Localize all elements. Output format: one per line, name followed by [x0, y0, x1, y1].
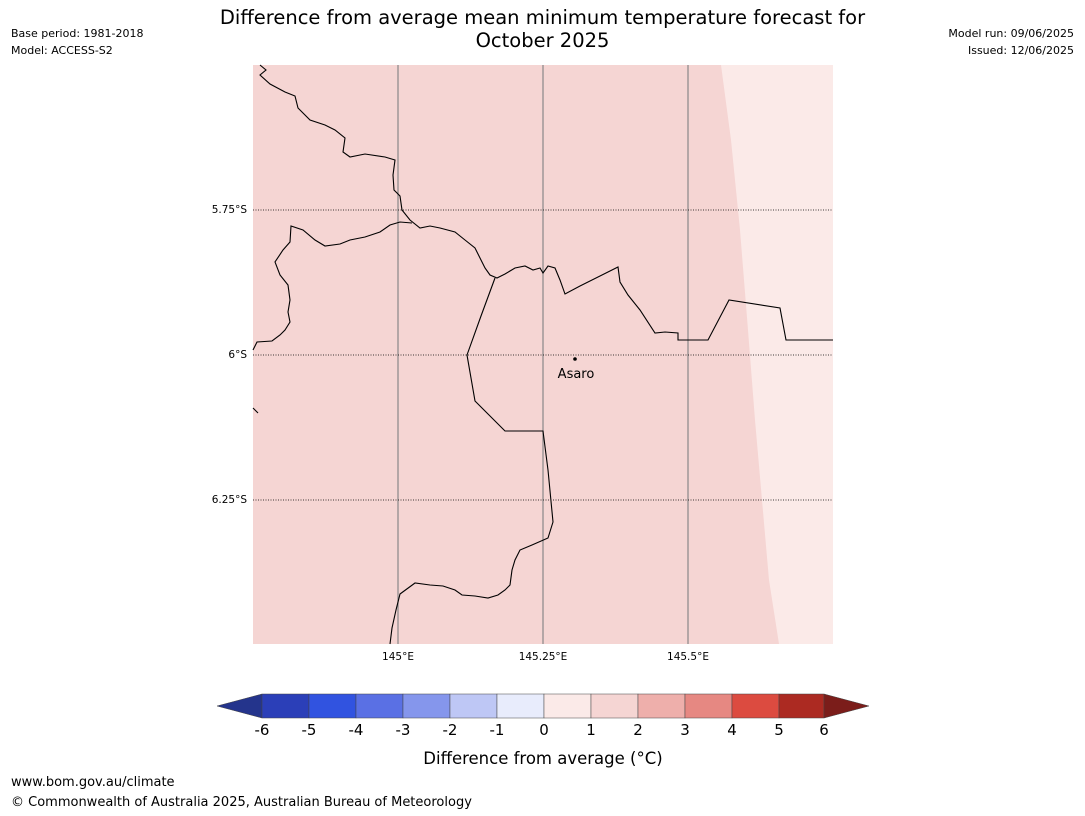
colorbar-label: Difference from average (°C)	[423, 749, 662, 768]
colorbar: -6 -5 -4 -3 -2 -1 0 1 2 3 4 5 6 Differen…	[216, 693, 870, 768]
colorbar-tick-label: 2	[633, 721, 643, 739]
footer-url[interactable]: www.bom.gov.au/climate	[11, 775, 175, 790]
colorbar-tick-label: 3	[680, 721, 690, 739]
latitude-label: 6.25°S	[212, 494, 248, 506]
colorbar-segment	[684, 693, 733, 719]
colorbar-arrow-right	[823, 693, 870, 719]
latitude-label: 6°S	[228, 349, 247, 361]
title-line-2: October 2025	[475, 29, 610, 52]
colorbar-segment	[731, 693, 780, 719]
base-period: Base period: 1981-2018	[11, 27, 144, 40]
colorbar-segment	[308, 693, 357, 719]
longitude-label: 145.5°E	[667, 651, 709, 663]
model-run: Model run: 09/06/2025	[948, 27, 1074, 40]
colorbar-segment	[543, 693, 592, 719]
colorbar-segment	[261, 693, 310, 719]
longitude-label: 145.25°E	[519, 651, 568, 663]
colorbar-tick-label: 0	[539, 721, 549, 739]
boundary-line	[252, 221, 413, 351]
map-panel: Asaro 5.75°S 6°S 6.25°S 145°E 145.25°E 1…	[212, 64, 833, 663]
colorbar-segment	[590, 693, 639, 719]
colorbar-segment	[496, 693, 545, 719]
longitude-label: 145°E	[382, 651, 414, 663]
meta-left: Base period: 1981-2018 Model: ACCESS-S2	[11, 25, 143, 59]
place-marker	[573, 357, 577, 361]
colorbar-tick-label: -6	[255, 721, 270, 739]
colorbar-tick-label: -2	[443, 721, 458, 739]
colorbar-segment	[355, 693, 404, 719]
colorbar-segment	[449, 693, 498, 719]
boundary-line	[389, 277, 554, 645]
model-name: Model: ACCESS-S2	[11, 44, 113, 57]
place-label: Asaro	[558, 367, 595, 382]
issued-date: Issued: 12/06/2025	[967, 44, 1074, 57]
colorbar-tick-label: -5	[302, 721, 317, 739]
colorbar-segment	[778, 693, 825, 719]
colorbar-tick-label: 1	[586, 721, 596, 739]
meta-right: Model run: 09/06/2025 Issued: 12/06/2025	[948, 25, 1074, 59]
colorbar-arrow-left	[216, 693, 263, 719]
colorbar-tick-label: -3	[396, 721, 411, 739]
colorbar-tick-label: -4	[349, 721, 364, 739]
colorbar-tick-label: 4	[727, 721, 737, 739]
colorbar-segment	[637, 693, 686, 719]
latitude-label: 5.75°S	[212, 204, 248, 216]
footer-copyright: © Commonwealth of Australia 2025, Austra…	[11, 795, 472, 810]
colorbar-segment	[402, 693, 451, 719]
colorbar-tick-label: -1	[490, 721, 505, 739]
boundary-lines	[252, 64, 833, 645]
boundary-line	[259, 64, 833, 341]
colorbar-tick-label: 6	[819, 721, 829, 739]
boundary-line	[252, 407, 259, 414]
colorbar-tick-label: 5	[774, 721, 784, 739]
map-title: Difference from average mean minimum tem…	[180, 6, 905, 52]
title-line-1: Difference from average mean minimum tem…	[219, 6, 866, 29]
